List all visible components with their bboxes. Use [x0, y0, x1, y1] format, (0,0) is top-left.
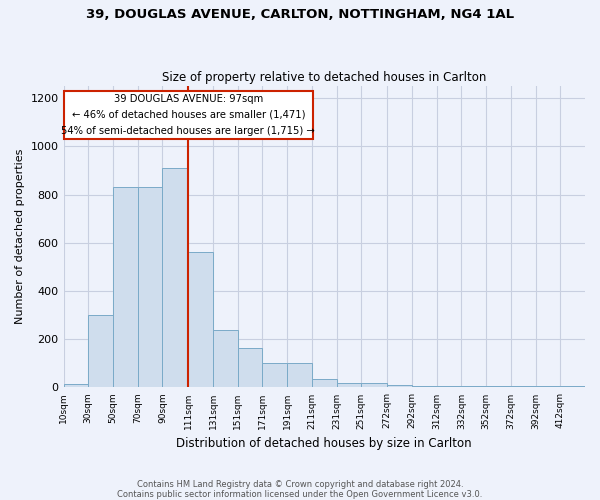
FancyBboxPatch shape — [64, 91, 313, 139]
Text: Contains HM Land Registry data © Crown copyright and database right 2024.
Contai: Contains HM Land Registry data © Crown c… — [118, 480, 482, 499]
Bar — [312, 379, 337, 388]
Bar — [88, 315, 113, 388]
Bar — [262, 364, 287, 388]
Bar — [163, 168, 188, 388]
Bar — [560, 386, 585, 388]
Text: 39, DOUGLAS AVENUE, CARLTON, NOTTINGHAM, NG4 1AL: 39, DOUGLAS AVENUE, CARLTON, NOTTINGHAM,… — [86, 8, 514, 20]
Bar — [437, 386, 461, 388]
Bar — [213, 330, 238, 388]
Y-axis label: Number of detached properties: Number of detached properties — [15, 149, 25, 324]
Text: 39 DOUGLAS AVENUE: 97sqm
← 46% of detached houses are smaller (1,471)
54% of sem: 39 DOUGLAS AVENUE: 97sqm ← 46% of detach… — [61, 94, 315, 136]
Bar — [287, 364, 312, 388]
Bar — [412, 386, 437, 388]
Bar — [64, 384, 88, 388]
Title: Size of property relative to detached houses in Carlton: Size of property relative to detached ho… — [162, 70, 487, 84]
X-axis label: Distribution of detached houses by size in Carlton: Distribution of detached houses by size … — [176, 437, 472, 450]
Bar — [461, 386, 486, 388]
Bar — [188, 252, 213, 388]
Bar — [536, 386, 560, 388]
Bar — [486, 386, 511, 388]
Bar — [361, 382, 387, 388]
Bar — [238, 348, 262, 388]
Bar — [337, 382, 361, 388]
Bar — [387, 385, 412, 388]
Bar — [113, 188, 137, 388]
Bar — [511, 386, 536, 388]
Bar — [137, 188, 163, 388]
